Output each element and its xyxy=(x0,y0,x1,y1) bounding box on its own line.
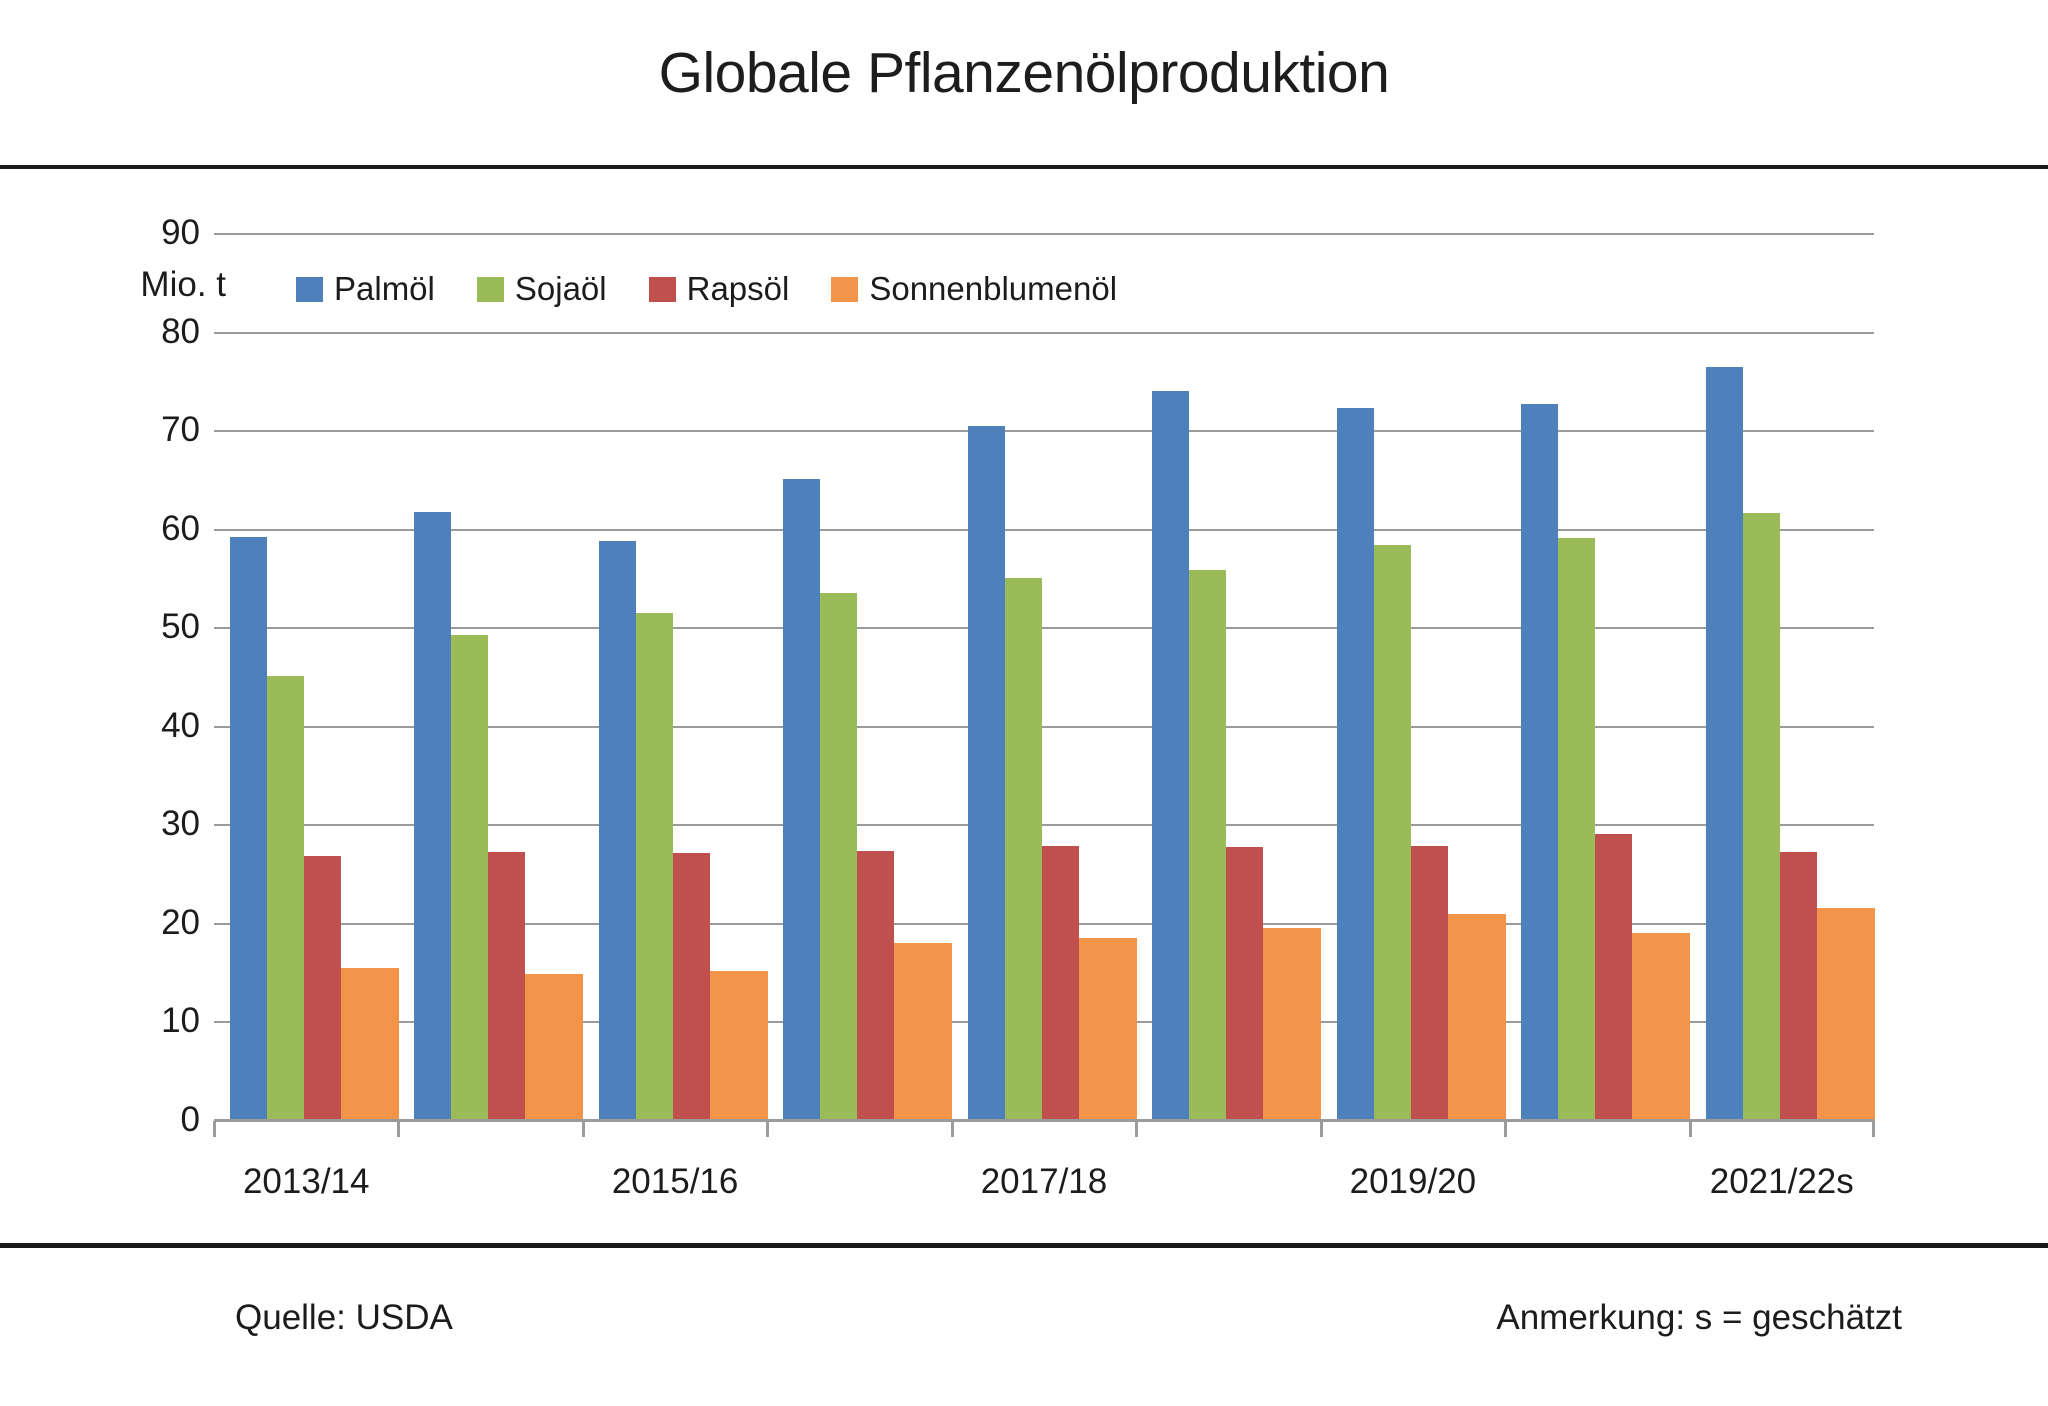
legend-label-rapsol: Rapsöl xyxy=(686,270,790,307)
x-axis-tick-label-2021-22s: 2021/22s xyxy=(1709,1162,1854,1201)
x-axis-tick xyxy=(213,1121,216,1137)
y-axis-tick-label-40: 40 xyxy=(161,705,200,745)
x-axis-tick xyxy=(397,1121,401,1137)
legend-label-sojaol: Sojaöl xyxy=(514,270,607,307)
y-axis-tick-label-30: 30 xyxy=(161,804,200,844)
bar-group-2015-16 xyxy=(598,234,768,1121)
bar-palmol-2014-15 xyxy=(414,511,452,1121)
bar-group-2019-20 xyxy=(1336,234,1506,1121)
x-axis-tick xyxy=(766,1121,770,1137)
bar-palmol-2016-17 xyxy=(783,479,821,1121)
legend-item-rapsol: Rapsöl xyxy=(648,270,790,307)
y-axis-tick-label-10: 10 xyxy=(161,1001,200,1041)
bar-sonnenblumenol-2014-15 xyxy=(525,974,584,1121)
plot-area: 2013/14 2015/16 2017/18 2019/20 2021/22s xyxy=(213,233,1875,1201)
legend-swatch-palmol xyxy=(296,276,323,302)
y-axis-tick-label-60: 60 xyxy=(161,508,200,548)
bar-group-2017-18 xyxy=(967,234,1137,1121)
bar-group-2014-15 xyxy=(414,234,584,1121)
bar-sojaol-2013-14 xyxy=(267,675,304,1121)
bar-sonnenblumenol-2021-22s xyxy=(1816,908,1875,1121)
footnote-annotation: Anmerkung: s = geschätzt xyxy=(1496,1298,1902,1337)
gridline-50 xyxy=(214,627,1874,630)
bar-palmol-2018-19 xyxy=(1152,390,1190,1121)
gridline-40 xyxy=(214,725,1874,728)
bar-sojaol-2019-20 xyxy=(1373,545,1411,1121)
bar-sojaol-2021-22s xyxy=(1742,512,1780,1121)
x-axis-tick-label-2015-16: 2015/16 xyxy=(611,1162,739,1201)
source-note: Quelle: USDA xyxy=(235,1298,453,1337)
bar-group-2016-17 xyxy=(783,234,953,1121)
gridline-70 xyxy=(214,430,1874,433)
bar-palmol-2017-18 xyxy=(967,426,1005,1121)
gridline-60 xyxy=(214,528,1874,531)
gridline-80 xyxy=(214,331,1874,334)
bar-rapsol-2017-18 xyxy=(1041,846,1079,1121)
y-axis-tick-label-50: 50 xyxy=(161,607,200,647)
legend-swatch-sojaol xyxy=(476,276,504,302)
legend-swatch-rapsol xyxy=(648,276,676,302)
bar-group-2020-21 xyxy=(1521,234,1691,1121)
x-axis-tick xyxy=(581,1121,585,1137)
y-axis-unit-label: Mio. t xyxy=(140,265,226,304)
legend: Palmöl Sojaöl Rapsöl Sonnenblumenöl xyxy=(296,271,1117,307)
bar-rapsol-2015-16 xyxy=(672,852,710,1121)
bar-palmol-2021-22s xyxy=(1705,367,1743,1121)
bar-group-2021-22s xyxy=(1705,234,1875,1121)
bar-palmol-2013-14 xyxy=(230,536,267,1121)
bar-rapsol-2016-17 xyxy=(857,850,895,1121)
bar-sojaol-2016-17 xyxy=(820,592,858,1121)
chart-title: Globale Pflanzenölproduktion xyxy=(658,41,1390,105)
bar-sonnenblumenol-2015-16 xyxy=(709,971,768,1121)
bar-sojaol-2015-16 xyxy=(635,613,673,1121)
x-axis-tick-label-2013-14: 2013/14 xyxy=(242,1162,370,1201)
legend-label-sonnenblumenol: Sonnenblumenöl xyxy=(869,270,1118,307)
bar-rapsol-2014-15 xyxy=(488,851,526,1121)
legend-item-sonnenblumenol: Sonnenblumenöl xyxy=(831,271,1117,307)
y-axis-tick-label-0: 0 xyxy=(180,1100,200,1139)
x-axis-tick xyxy=(1872,1121,1875,1137)
title-divider-rule xyxy=(0,165,2048,169)
bar-rapsol-2021-22s xyxy=(1779,851,1817,1121)
bar-rapsol-2013-14 xyxy=(304,855,341,1121)
legend-item-palmol: Palmöl xyxy=(296,271,435,307)
x-axis-tick xyxy=(1688,1121,1692,1137)
bar-sojaol-2014-15 xyxy=(451,635,489,1121)
y-axis-tick-label-80: 80 xyxy=(161,311,200,351)
bar-rapsol-2020-21 xyxy=(1595,834,1633,1121)
bar-group-2018-19 xyxy=(1152,234,1322,1121)
bar-sonnenblumenol-2017-18 xyxy=(1078,937,1137,1121)
x-axis-tick-label-2017-18: 2017/18 xyxy=(980,1162,1108,1201)
bar-palmol-2020-21 xyxy=(1521,403,1559,1121)
bar-sonnenblumenol-2020-21 xyxy=(1632,932,1691,1121)
bar-sojaol-2018-19 xyxy=(1189,570,1227,1121)
bar-sojaol-2017-18 xyxy=(1004,577,1042,1121)
bar-rapsol-2018-19 xyxy=(1226,847,1264,1121)
footer-divider-rule xyxy=(0,1243,2048,1248)
bar-sojaol-2020-21 xyxy=(1558,537,1596,1121)
bar-sonnenblumenol-2013-14 xyxy=(341,968,399,1121)
bar-palmol-2019-20 xyxy=(1336,408,1374,1121)
bar-palmol-2015-16 xyxy=(598,540,636,1121)
legend-item-sojaol: Sojaöl xyxy=(476,270,607,307)
bar-sonnenblumenol-2016-17 xyxy=(894,942,953,1121)
y-axis-tick-label-70: 70 xyxy=(161,410,200,450)
y-axis-tick-label-20: 20 xyxy=(161,902,200,942)
legend-label-palmol: Palmöl xyxy=(334,270,435,307)
x-axis-tick xyxy=(1135,1121,1139,1137)
bar-rapsol-2019-20 xyxy=(1410,846,1448,1121)
x-axis-baseline xyxy=(214,1119,1874,1122)
x-axis-tick xyxy=(1504,1121,1508,1137)
bar-sonnenblumenol-2018-19 xyxy=(1263,927,1322,1121)
x-axis-tick xyxy=(1319,1121,1323,1137)
bar-sonnenblumenol-2019-20 xyxy=(1447,914,1506,1121)
gridline-30 xyxy=(214,824,1874,827)
x-axis-tick xyxy=(950,1121,954,1137)
legend-swatch-sonnenblumenol xyxy=(831,276,859,302)
bar-group-2013-14 xyxy=(230,234,399,1121)
x-axis-tick-label-2019-20: 2019/20 xyxy=(1349,1162,1477,1201)
y-axis-tick-label-90: 90 xyxy=(161,213,200,252)
gridline-90 xyxy=(214,233,1874,235)
